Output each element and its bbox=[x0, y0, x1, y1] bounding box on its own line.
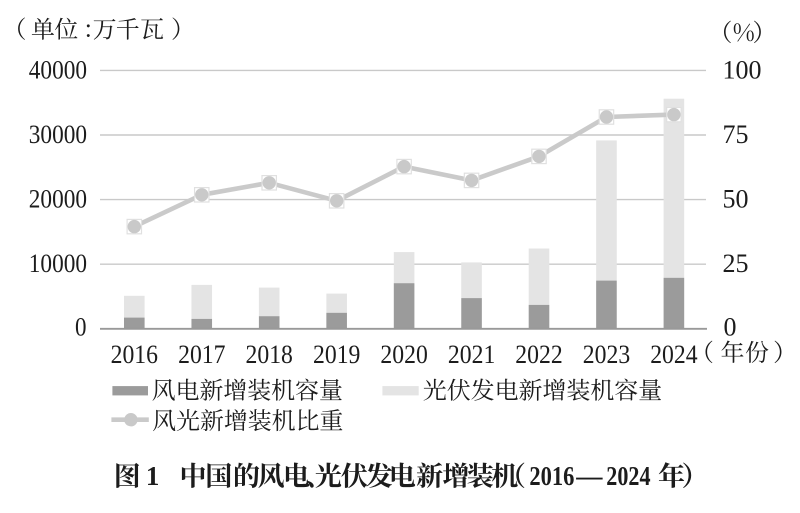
svg-text:2019: 2019 bbox=[313, 340, 360, 369]
svg-text:75: 75 bbox=[723, 120, 749, 149]
svg-text:40000: 40000 bbox=[29, 55, 87, 84]
svg-text:2020: 2020 bbox=[380, 340, 427, 369]
svg-text:2024: 2024 bbox=[606, 461, 650, 491]
svg-text:—: — bbox=[575, 461, 603, 491]
svg-text:30000: 30000 bbox=[29, 120, 87, 149]
svg-text:1: 1 bbox=[146, 461, 160, 491]
svg-text:2016: 2016 bbox=[529, 461, 574, 491]
svg-text:2016: 2016 bbox=[111, 340, 158, 369]
svg-text:2021: 2021 bbox=[448, 340, 495, 369]
svg-text:50: 50 bbox=[723, 185, 749, 214]
svg-text:2017: 2017 bbox=[178, 340, 225, 369]
svg-text:2023: 2023 bbox=[583, 340, 630, 369]
svg-text:2024: 2024 bbox=[650, 340, 697, 369]
svg-text:2022: 2022 bbox=[515, 340, 562, 369]
svg-text:100: 100 bbox=[723, 55, 762, 84]
svg-text:2018: 2018 bbox=[246, 340, 293, 369]
svg-text:10000: 10000 bbox=[29, 249, 87, 278]
svg-text:25: 25 bbox=[723, 249, 749, 278]
svg-text:20000: 20000 bbox=[29, 185, 87, 214]
svg-text:0: 0 bbox=[724, 312, 737, 341]
svg-text:0: 0 bbox=[75, 312, 87, 341]
